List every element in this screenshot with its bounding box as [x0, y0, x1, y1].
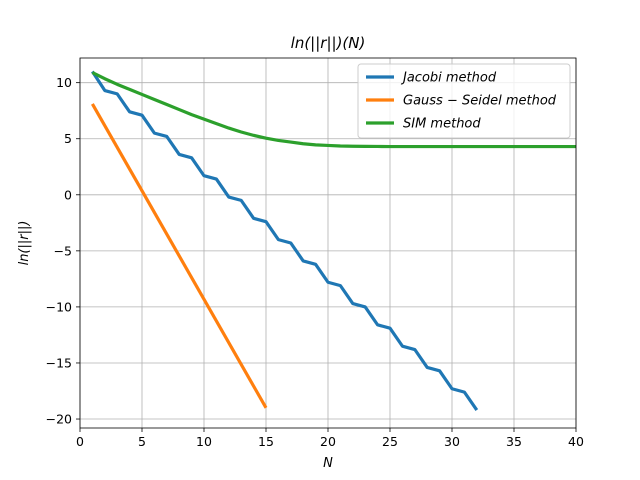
legend-label-1: Gauss − Seidel method	[403, 94, 557, 109]
legend: Jacobi method Gauss − Seidel method SIM me…	[357, 63, 571, 139]
series-line-2	[91, 71, 576, 149]
x-tick-label: 40	[568, 434, 584, 449]
series-lines	[91, 70, 576, 411]
legend-box	[357, 63, 571, 139]
chart-title: ln(||r||)(N)	[291, 34, 366, 52]
x-tick-label: 15	[258, 434, 274, 449]
y-tick-label: −20	[46, 412, 72, 427]
y-tick-label: 5	[64, 131, 72, 146]
series-line-0	[91, 70, 479, 411]
y-tick-label: −10	[46, 299, 72, 314]
legend-label-0: Jacobi method	[400, 71, 497, 86]
axis-ticks: 0 5 10 15 20 25 30 35 40 10 5 0 −5 −10 −15 −20	[46, 75, 584, 449]
x-tick-label: 10	[196, 434, 212, 449]
x-tick-label: 25	[382, 434, 398, 449]
y-axis-label: ln(||r||)	[17, 221, 32, 266]
y-tick-label: −15	[46, 355, 72, 370]
y-tick-label: −5	[54, 243, 72, 258]
x-tick-label: 30	[444, 434, 460, 449]
x-axis-label: N	[323, 456, 333, 471]
series-line-1	[91, 103, 268, 409]
x-tick-label: 20	[320, 434, 336, 449]
y-tick-label: 0	[64, 187, 72, 202]
x-tick-label: 0	[76, 434, 84, 449]
legend-label-2: SIM method	[403, 117, 481, 132]
x-tick-label: 5	[138, 434, 146, 449]
y-tick-label: 10	[56, 75, 72, 90]
x-tick-label: 35	[506, 434, 522, 449]
